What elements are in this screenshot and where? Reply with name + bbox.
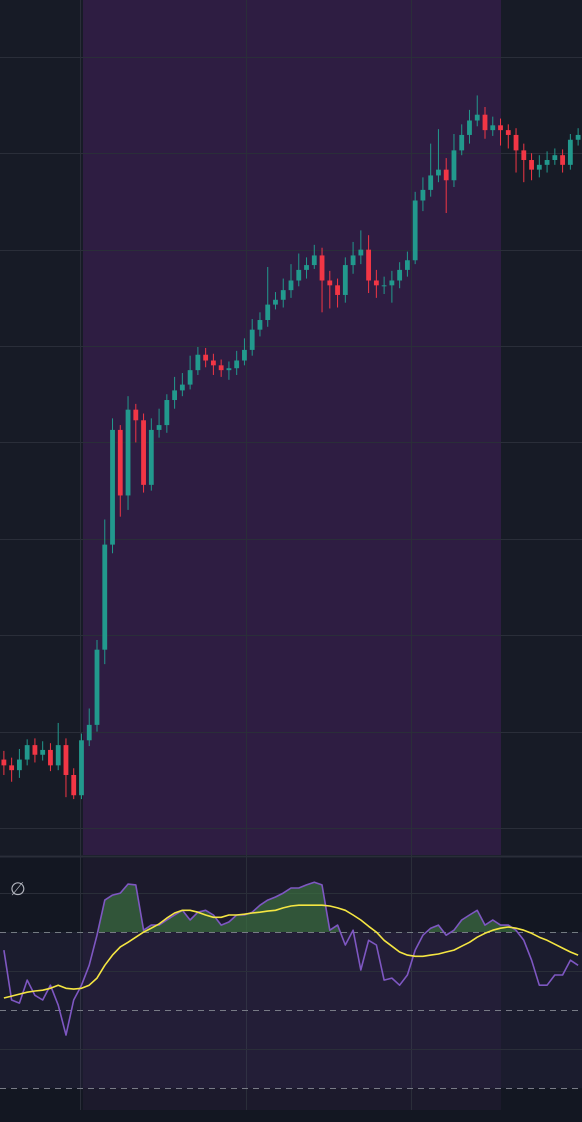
candle-body: [521, 150, 527, 161]
indicator-label: ∅: [10, 879, 26, 900]
candle-body: [156, 425, 162, 430]
candle-body: [24, 745, 30, 760]
series-line: [3, 881, 579, 1036]
candle-body: [148, 429, 154, 485]
candle-body: [467, 120, 472, 135]
candle-body: [288, 280, 294, 291]
candle-body: [242, 349, 247, 361]
candle-body: [311, 255, 317, 266]
candle-body: [16, 759, 22, 771]
candle-body: [420, 189, 426, 201]
candle-body: [451, 150, 457, 181]
oscillator: [0, 881, 582, 1089]
candle-body: [195, 354, 201, 371]
candle-body: [94, 649, 100, 725]
series-line: [3, 904, 579, 999]
candle-body: [48, 749, 53, 766]
candle-body: [234, 360, 240, 369]
candle-body: [412, 200, 418, 261]
candle-body: [358, 249, 364, 256]
candle-body: [55, 745, 61, 766]
candle-body: [575, 134, 581, 140]
candle-body: [366, 249, 372, 281]
candle-body: [257, 320, 263, 330]
candle-body: [32, 745, 38, 755]
candle-body: [498, 125, 503, 131]
candle-body: [110, 429, 115, 545]
candle-body: [1, 759, 7, 766]
candle-body: [296, 269, 302, 281]
candle-body: [373, 280, 379, 286]
candle-body: [490, 125, 496, 131]
candle-body: [280, 290, 286, 300]
candle-body: [304, 265, 309, 270]
candle-body: [342, 265, 348, 295]
candle-body: [133, 409, 139, 421]
candle-body: [203, 354, 209, 361]
candle-body: [79, 740, 84, 796]
candle-body: [63, 745, 69, 775]
candle-body: [459, 134, 465, 151]
candle-body: [513, 134, 519, 151]
candle-body: [319, 255, 325, 281]
candle-body: [350, 255, 356, 266]
candle-body: [505, 130, 511, 135]
candle-body: [474, 114, 480, 121]
candle-body: [436, 169, 441, 176]
overbought-fill: [97, 882, 518, 933]
candle-body: [117, 429, 123, 496]
candle-body: [141, 420, 146, 485]
candle-body: [381, 285, 387, 287]
candle-body: [179, 384, 185, 391]
candle-body: [125, 409, 131, 496]
candle-body: [218, 365, 224, 371]
candle-body: [552, 155, 558, 161]
candle-body: [86, 724, 92, 741]
candle-body: [265, 304, 271, 321]
candle-body: [187, 370, 193, 385]
candle-body: [567, 139, 573, 165]
candle-body: [226, 368, 232, 371]
candle-body: [210, 360, 216, 366]
candle-body: [102, 544, 108, 650]
candle-body: [443, 169, 449, 181]
candle-body: [544, 160, 550, 165]
candle-body: [397, 269, 403, 281]
candle-body: [164, 400, 170, 426]
candle-body: [529, 160, 534, 170]
candle-body: [428, 175, 434, 190]
candles: [0, 57, 582, 829]
candle-body: [172, 390, 178, 401]
session-highlight: [83, 0, 501, 855]
candle-body: [71, 774, 77, 796]
candle-body: [389, 280, 395, 286]
candle-body: [327, 280, 333, 286]
candle-body: [404, 260, 410, 270]
candle-body: [560, 155, 566, 165]
candle-body: [335, 285, 340, 295]
candle-body: [273, 299, 278, 305]
candle-body: [482, 114, 488, 131]
candle-body: [536, 164, 542, 170]
candle-body: [40, 749, 46, 755]
candle-body: [9, 765, 15, 771]
candle-body: [249, 329, 255, 350]
